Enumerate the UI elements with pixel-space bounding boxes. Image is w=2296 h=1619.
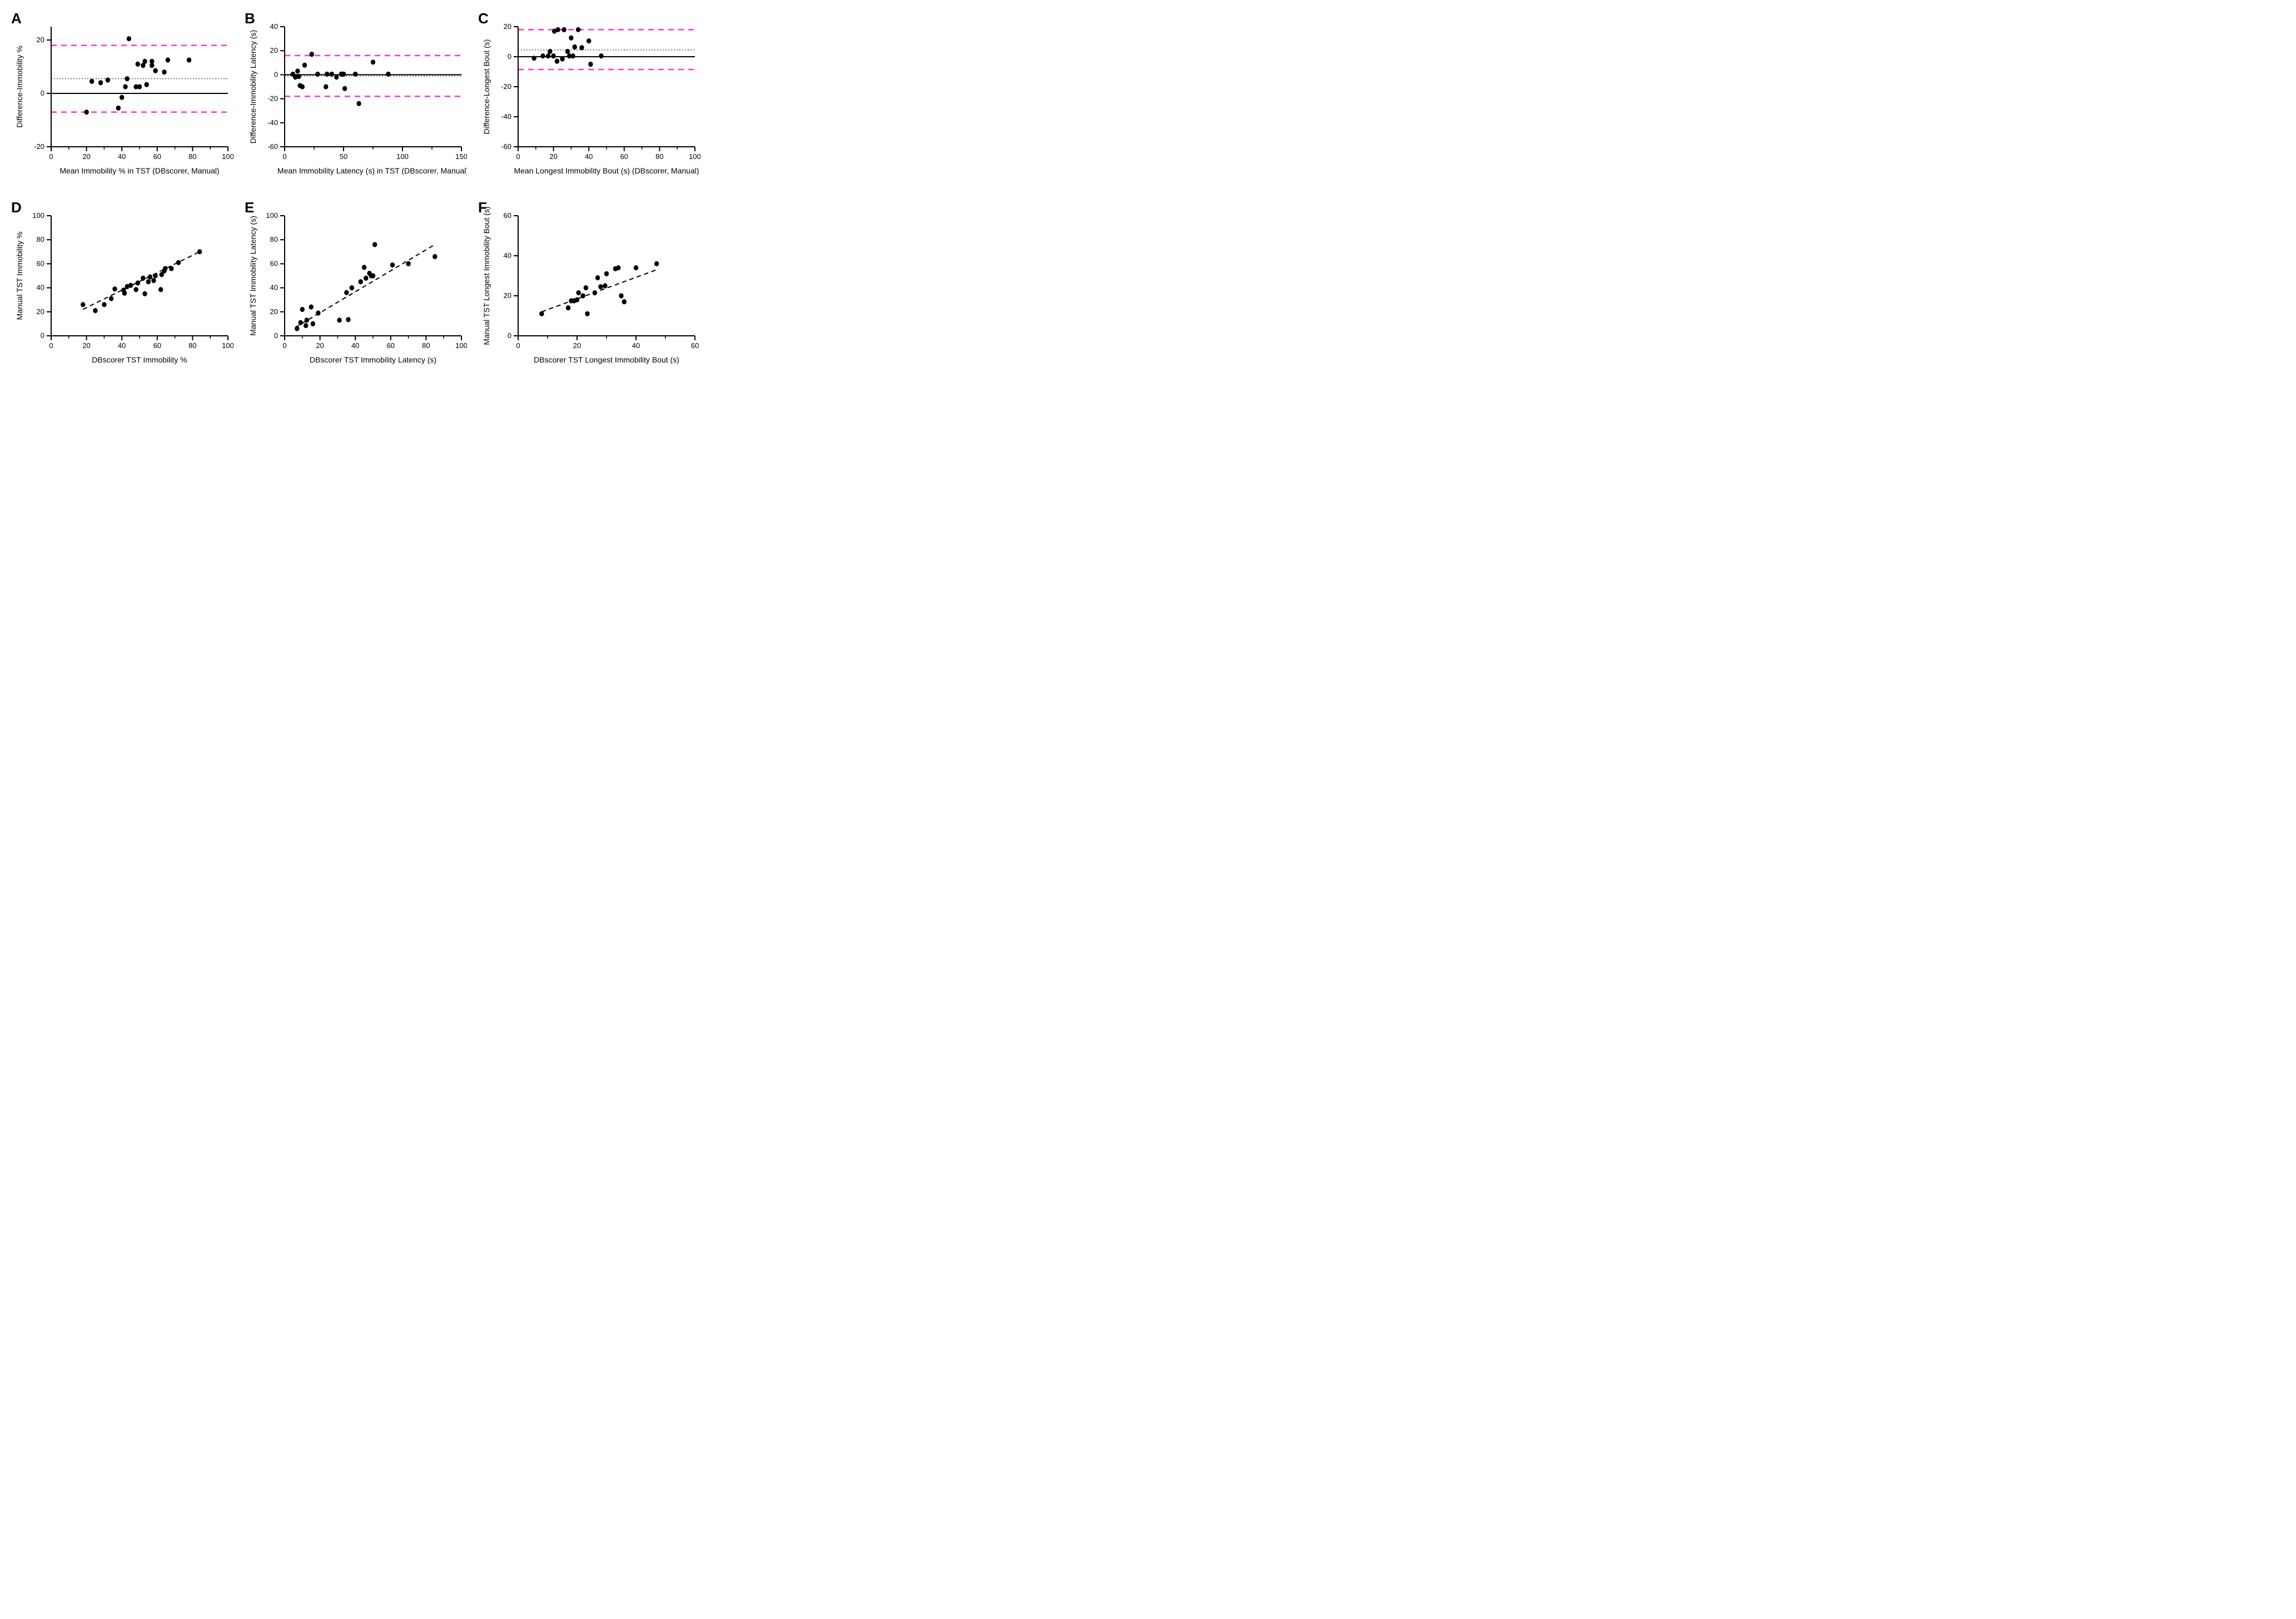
svg-text:100: 100	[396, 152, 409, 161]
svg-text:80: 80	[655, 152, 663, 161]
svg-text:20: 20	[82, 152, 90, 161]
svg-text:60: 60	[270, 259, 278, 267]
svg-text:Manual TST Immobility %: Manual TST Immobility %	[15, 232, 24, 320]
svg-text:60: 60	[504, 211, 511, 220]
svg-text:DBscorer TST Immobility Latenc: DBscorer TST Immobility Latency (s)	[310, 355, 436, 364]
svg-text:-60: -60	[267, 142, 278, 151]
svg-text:0: 0	[508, 52, 511, 61]
svg-text:60: 60	[387, 341, 395, 350]
svg-text:0: 0	[49, 341, 53, 350]
panel-label-F: F	[478, 200, 487, 215]
svg-text:100: 100	[266, 211, 278, 220]
svg-text:-20: -20	[34, 142, 44, 151]
svg-text:Mean Immobility % in TST (DBsc: Mean Immobility % in TST (DBscorer, Manu…	[59, 166, 219, 175]
svg-text:40: 40	[118, 341, 126, 350]
svg-text:60: 60	[153, 152, 161, 161]
svg-text:20: 20	[573, 341, 581, 350]
svg-text:40: 40	[118, 152, 126, 161]
svg-text:80: 80	[270, 235, 278, 244]
svg-text:-20: -20	[267, 95, 278, 103]
svg-text:80: 80	[188, 341, 196, 350]
svg-text:100: 100	[222, 152, 233, 161]
panel-F: F 0 20 40 60 0 20 40 60 DBscorer TST Longest Imm…	[478, 200, 700, 373]
svg-text:0: 0	[516, 341, 520, 350]
chart-D: 0 20 40 60 80 100 0 20 40 60 80 100 DBscorer TST Imm…	[11, 200, 233, 373]
svg-text:20: 20	[549, 152, 557, 161]
panel-E: E 0 20 40 60 80 100 0 20 40 60 80 100 DBscorer TST I…	[245, 200, 467, 373]
svg-text:20: 20	[37, 307, 44, 316]
svg-text:-60: -60	[501, 142, 511, 151]
svg-text:60: 60	[37, 259, 44, 267]
figure-grid: A 0 20 40 60 80 100 -20 0 20 Mean Immobility % in…	[0, 0, 689, 378]
svg-text:20: 20	[270, 46, 278, 54]
svg-text:40: 40	[632, 341, 640, 350]
svg-text:60: 60	[153, 341, 161, 350]
svg-text:20: 20	[316, 341, 324, 350]
svg-text:80: 80	[422, 341, 430, 350]
svg-text:Manual TST Longest Immobility: Manual TST Longest Immobility Bout (s)	[482, 206, 491, 345]
svg-text:Difference-Immobility Latency: Difference-Immobility Latency (s)	[249, 30, 257, 143]
chart-E: 0 20 40 60 80 100 0 20 40 60 80 100 DBscorer TST Imm…	[245, 200, 467, 373]
svg-text:100: 100	[689, 152, 700, 161]
svg-text:-40: -40	[501, 112, 511, 121]
svg-text:DBscorer TST Longest Immobilit: DBscorer TST Longest Immobility Bout (s)	[534, 355, 679, 364]
svg-text:40: 40	[270, 22, 278, 31]
chart-A: 0 20 40 60 80 100 -20 0 20 Mean Immobility % in T…	[11, 11, 233, 183]
panel-D: D 0 20 40 60 80 100 0 20 40 60 80 100 DBscorer TST I…	[11, 200, 233, 373]
svg-text:0: 0	[41, 89, 44, 97]
panel-label-E: E	[245, 200, 254, 215]
svg-text:20: 20	[270, 307, 278, 316]
svg-text:0: 0	[508, 331, 511, 340]
svg-text:20: 20	[504, 291, 511, 300]
svg-text:-20: -20	[501, 82, 511, 91]
svg-text:0: 0	[274, 70, 278, 78]
svg-text:Difference-Longest Bout (s): Difference-Longest Bout (s)	[482, 39, 491, 135]
svg-text:150: 150	[455, 152, 467, 161]
svg-text:Difference-Immobility %: Difference-Immobility %	[15, 46, 24, 128]
panel-B: B 0 50 100 150 -60 -40 -20 0 20 40 Mean Immobility…	[245, 11, 467, 183]
svg-text:0: 0	[49, 152, 53, 161]
panel-label-C: C	[478, 11, 489, 26]
svg-text:60: 60	[620, 152, 628, 161]
svg-text:40: 40	[37, 284, 44, 292]
panel-C: C 0 20 40 60 80 100 -60 -40 -20 0 20 Mean Longest I…	[478, 11, 700, 183]
svg-text:80: 80	[37, 235, 44, 244]
svg-text:80: 80	[188, 152, 196, 161]
panel-A: A 0 20 40 60 80 100 -20 0 20 Mean Immobility % in…	[11, 11, 233, 183]
panel-label-A: A	[11, 11, 22, 26]
svg-text:40: 40	[504, 251, 511, 260]
svg-text:20: 20	[504, 22, 511, 31]
svg-text:0: 0	[516, 152, 520, 161]
panel-label-B: B	[245, 11, 255, 26]
svg-text:40: 40	[270, 284, 278, 292]
svg-text:0: 0	[282, 152, 286, 161]
svg-text:Mean Immobility Latency (s) in: Mean Immobility Latency (s) in TST (DBsc…	[277, 166, 467, 175]
chart-C: 0 20 40 60 80 100 -60 -40 -20 0 20 Mean Longest Imm…	[478, 11, 700, 183]
svg-text:50: 50	[340, 152, 347, 161]
svg-text:40: 40	[585, 152, 593, 161]
svg-text:0: 0	[282, 341, 286, 350]
chart-B: 0 50 100 150 -60 -40 -20 0 20 40 Mean Immobility L…	[245, 11, 467, 183]
svg-text:Manual TST Immobility Latency: Manual TST Immobility Latency (s)	[249, 216, 257, 336]
svg-text:Mean Longest Immobility Bout (: Mean Longest Immobility Bout (s) (DBscor…	[514, 166, 699, 175]
svg-text:0: 0	[274, 331, 278, 340]
svg-text:0: 0	[41, 331, 44, 340]
svg-text:20: 20	[82, 341, 90, 350]
chart-F: 0 20 40 60 0 20 40 60 DBscorer TST Longest Immob…	[478, 200, 700, 373]
svg-text:-40: -40	[267, 118, 278, 127]
svg-text:100: 100	[32, 211, 44, 220]
svg-text:100: 100	[455, 341, 467, 350]
svg-text:100: 100	[222, 341, 233, 350]
svg-text:20: 20	[37, 36, 44, 44]
svg-text:DBscorer TST Immobility %: DBscorer TST Immobility %	[92, 355, 187, 364]
panel-label-D: D	[11, 200, 22, 215]
svg-text:40: 40	[351, 341, 359, 350]
svg-text:60: 60	[691, 341, 699, 350]
